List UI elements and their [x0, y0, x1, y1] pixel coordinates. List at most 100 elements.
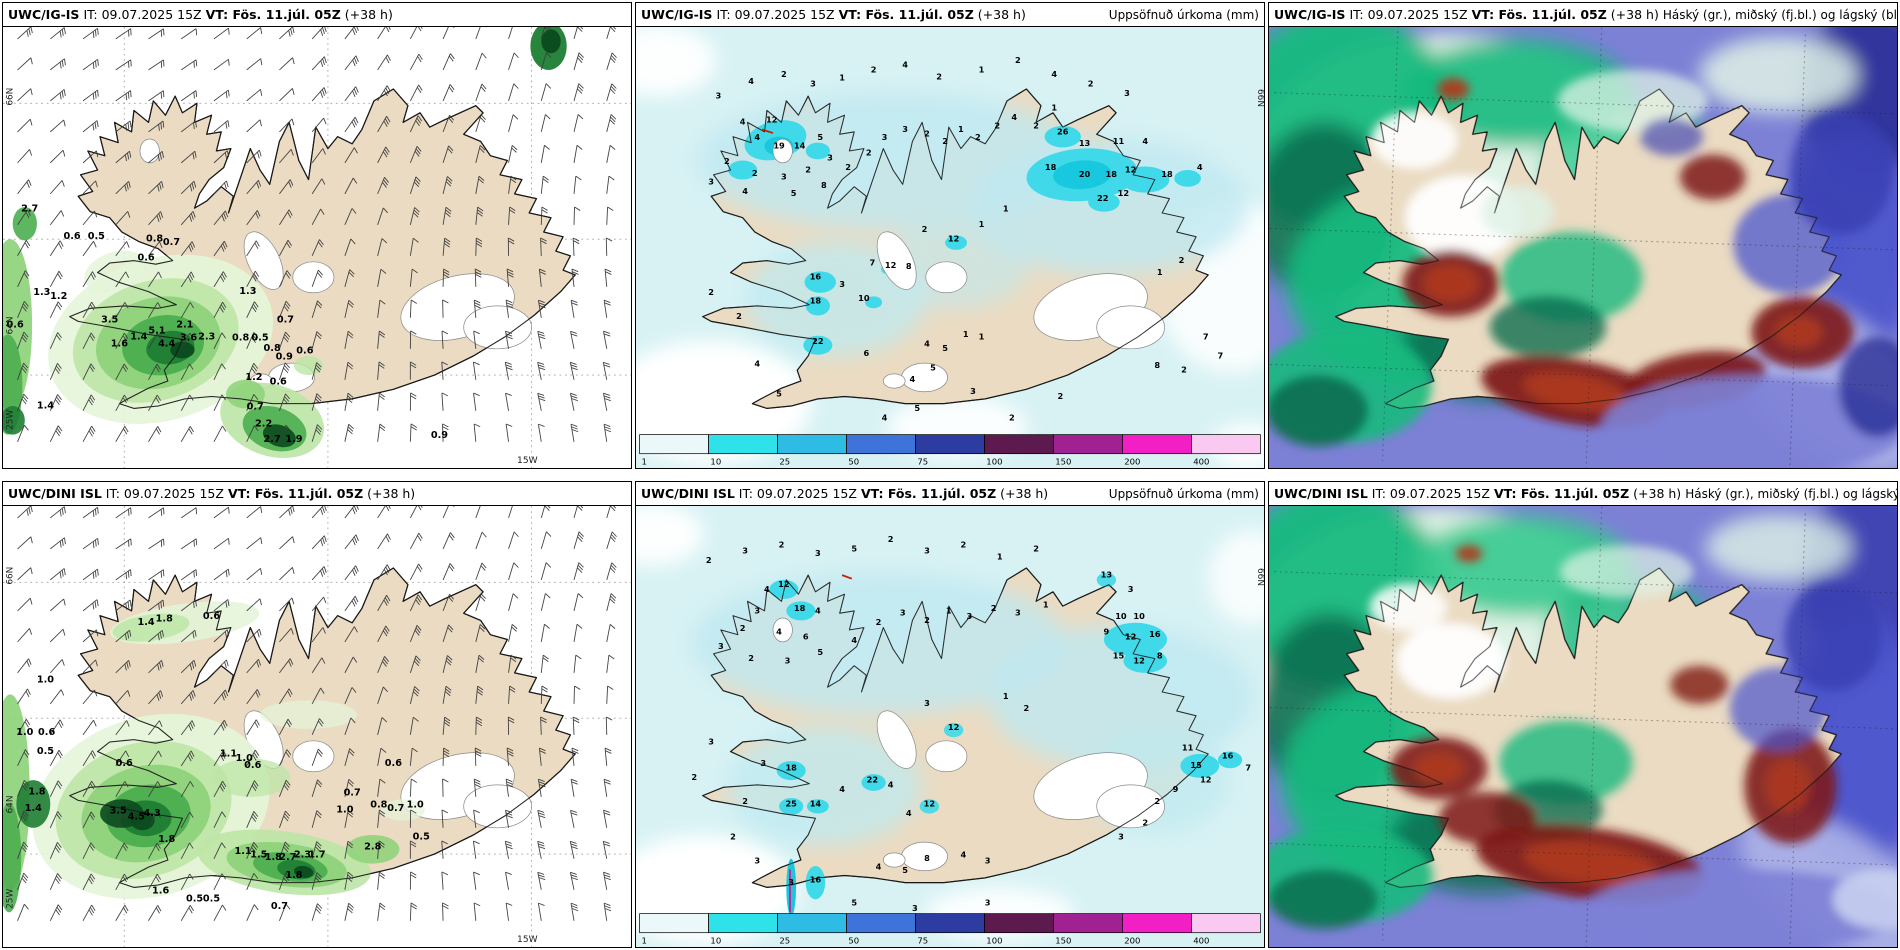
svg-text:66N: 66N	[1255, 568, 1264, 586]
svg-text:1.3: 1.3	[239, 286, 256, 297]
svg-text:0.7: 0.7	[163, 237, 180, 248]
svg-text:13: 13	[1101, 570, 1113, 580]
svg-text:3: 3	[785, 655, 791, 665]
svg-text:10: 10	[1133, 611, 1145, 621]
svg-text:2: 2	[1033, 543, 1039, 553]
svg-text:0.7: 0.7	[271, 901, 288, 912]
svg-text:50: 50	[848, 935, 859, 945]
svg-text:150: 150	[1055, 456, 1071, 466]
svg-text:5: 5	[851, 897, 857, 907]
svg-text:2: 2	[1154, 796, 1160, 806]
lead-time: (+38 h)	[344, 7, 393, 22]
svg-text:9: 9	[1173, 784, 1179, 794]
panel-igis-accum-precip: UWC/IG-IS IT: 09.07.2025 15Z VT: Fös. 11.j…	[635, 2, 1265, 469]
svg-text:3: 3	[742, 546, 748, 556]
init-time: IT: 09.07.2025 15Z	[738, 486, 857, 501]
svg-text:22: 22	[867, 775, 878, 785]
svg-text:4: 4	[1011, 112, 1017, 122]
svg-text:2: 2	[706, 555, 712, 565]
svg-text:4.3: 4.3	[144, 808, 161, 819]
svg-text:1.4: 1.4	[37, 400, 54, 411]
svg-text:3: 3	[924, 546, 930, 556]
svg-text:1: 1	[1003, 691, 1009, 701]
svg-text:2: 2	[922, 224, 928, 234]
svg-text:1: 1	[641, 935, 646, 945]
svg-text:1.1: 1.1	[220, 748, 237, 759]
svg-text:6: 6	[803, 632, 809, 642]
svg-text:15: 15	[1113, 651, 1125, 661]
svg-text:1.5: 1.5	[250, 850, 267, 861]
panel-title: UWC/DINI ISL IT: 09.07.2025 15Z VT: Fös. 1…	[1274, 486, 1685, 501]
init-time: IT: 09.07.2025 15Z	[83, 7, 202, 22]
svg-text:200: 200	[1124, 456, 1140, 466]
svg-text:10: 10	[1115, 611, 1127, 621]
svg-text:2: 2	[924, 129, 930, 139]
svg-text:3: 3	[1128, 584, 1134, 594]
svg-text:16: 16	[810, 875, 822, 885]
svg-text:0.6: 0.6	[244, 760, 261, 771]
svg-text:1: 1	[958, 124, 964, 134]
svg-text:1.2: 1.2	[50, 291, 67, 302]
svg-text:0.6: 0.6	[270, 377, 287, 388]
svg-text:1.8: 1.8	[158, 834, 175, 845]
svg-text:1.4: 1.4	[25, 803, 42, 814]
svg-text:3: 3	[754, 605, 760, 615]
svg-text:1.0: 1.0	[37, 674, 54, 685]
svg-text:4: 4	[876, 862, 882, 872]
svg-text:2.2: 2.2	[255, 418, 272, 429]
svg-text:3: 3	[902, 124, 908, 134]
svg-text:0.6: 0.6	[7, 319, 24, 330]
svg-text:0.5: 0.5	[251, 333, 268, 344]
svg-text:11: 11	[1182, 742, 1194, 752]
svg-text:75: 75	[917, 935, 928, 945]
svg-text:5: 5	[930, 362, 936, 372]
panel-header: UWC/IG-IS IT: 09.07.2025 15Z VT: Fös. 11.j…	[636, 3, 1264, 27]
svg-text:3: 3	[788, 877, 794, 887]
svg-text:2: 2	[866, 148, 872, 158]
svg-text:2: 2	[1024, 703, 1030, 713]
svg-text:4.4: 4.4	[158, 338, 175, 349]
svg-text:2.3: 2.3	[294, 850, 311, 861]
lead-time: (+38 h)	[1000, 486, 1049, 501]
svg-text:64N: 64N	[6, 316, 16, 334]
svg-text:1.2: 1.2	[245, 372, 262, 383]
dini-wind-precip-map: 0.61.4 1.81.01.0 0.60.50.61.11.00.6 0.61.81…	[3, 506, 631, 947]
svg-text:4: 4	[924, 338, 930, 348]
svg-text:3: 3	[716, 91, 722, 101]
valid-time: VT: Fös. 11.júl. 05Z	[860, 486, 997, 501]
panel-right-label: Háský (gr.), miðský (fj.bl.) og lágský (…	[1685, 486, 1897, 501]
valid-time: VT: Fös. 11.júl. 05Z	[1493, 486, 1630, 501]
svg-text:4: 4	[764, 584, 770, 594]
svg-text:3: 3	[912, 903, 918, 913]
svg-text:3.6: 3.6	[180, 333, 197, 344]
svg-text:1: 1	[1003, 204, 1009, 214]
svg-text:1.4: 1.4	[130, 331, 147, 342]
init-time: IT: 09.07.2025 15Z	[1371, 486, 1490, 501]
svg-text:1.4: 1.4	[137, 617, 154, 628]
panel-title: UWC/IG-IS IT: 09.07.2025 15Z VT: Fös. 11.j…	[641, 7, 1030, 22]
svg-text:1: 1	[641, 456, 646, 466]
svg-text:0.5: 0.5	[203, 894, 220, 905]
svg-text:4.5: 4.5	[128, 812, 145, 823]
svg-text:8: 8	[924, 853, 930, 863]
valid-time: VT: Fös. 11.júl. 05Z	[838, 7, 974, 22]
svg-text:75: 75	[917, 456, 928, 466]
svg-text:22: 22	[1097, 193, 1108, 203]
model-name: UWC/DINI ISL	[1274, 486, 1368, 501]
svg-text:25W: 25W	[6, 889, 16, 909]
svg-text:2: 2	[742, 796, 748, 806]
svg-text:25: 25	[779, 935, 790, 945]
svg-text:25W: 25W	[6, 410, 16, 430]
svg-text:12: 12	[766, 114, 777, 124]
svg-text:200: 200	[1124, 935, 1140, 945]
svg-text:2: 2	[740, 623, 746, 633]
svg-text:3: 3	[882, 132, 888, 142]
svg-text:4: 4	[906, 808, 912, 818]
svg-text:4: 4	[902, 60, 908, 70]
svg-text:2: 2	[924, 615, 930, 625]
valid-time: VT: Fös. 11.júl. 05Z	[227, 486, 364, 501]
svg-text:12: 12	[885, 260, 896, 270]
svg-text:3: 3	[985, 897, 991, 907]
svg-text:1.8: 1.8	[265, 852, 282, 863]
